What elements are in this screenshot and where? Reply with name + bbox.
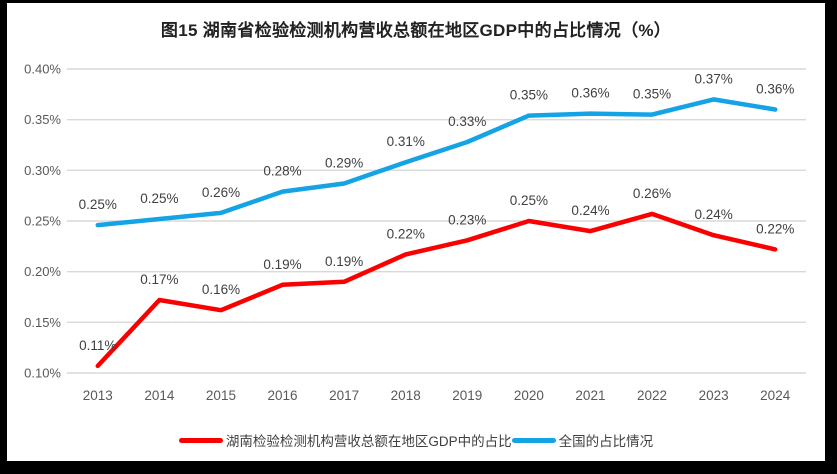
x-axis-tick-label: 2018	[391, 388, 421, 403]
x-axis-tick-label: 2019	[452, 388, 482, 403]
data-label: 0.25%	[510, 193, 548, 208]
x-axis-tick-label: 2014	[144, 388, 175, 403]
data-label: 0.23%	[448, 212, 486, 227]
x-axis-tick-label: 2017	[329, 388, 359, 403]
data-label: 0.11%	[79, 338, 116, 353]
data-label: 0.26%	[202, 185, 240, 200]
data-label: 0.35%	[510, 88, 548, 103]
data-label: 0.19%	[263, 257, 301, 272]
y-axis-tick-label: 0.35%	[24, 112, 61, 127]
chart-title: 图15 湖南省检验检测机构营收总额在地区GDP中的占比情况（%）	[160, 21, 672, 40]
data-label: 0.19%	[325, 254, 363, 269]
line-chart: 0.40% 0.35% 0.30% 0.25% 0.20% 0.15% 0.10% 2013 2…	[24, 62, 806, 403]
data-label: 0.31%	[387, 134, 425, 149]
x-axis-tick-label: 2021	[575, 388, 605, 403]
y-axis-tick-label: 0.40%	[24, 62, 61, 77]
series-line-national	[95, 97, 778, 228]
data-label: 0.26%	[633, 186, 671, 201]
data-label: 0.36%	[571, 86, 609, 101]
data-label: 0.24%	[571, 203, 609, 218]
data-label: 0.22%	[387, 226, 425, 241]
data-label: 0.17%	[140, 272, 178, 287]
x-axis-tick-label: 2020	[514, 388, 544, 403]
data-label: 0.24%	[694, 207, 732, 222]
data-label: 0.36%	[756, 82, 794, 97]
data-label: 0.35%	[633, 87, 671, 102]
y-axis-tick-label: 0.30%	[24, 163, 61, 178]
data-label: 0.29%	[325, 156, 363, 171]
chart-legend: 湖南检验检测机构营收总额在地区GDP中的占比 全国的占比情况	[7, 430, 825, 450]
chart-panel: 图15 湖南省检验检测机构营收总额在地区GDP中的占比情况（%） 0.40% 0.…	[7, 3, 825, 461]
x-axis-tick-label: 2023	[699, 388, 729, 403]
legend-label-hunan: 湖南检验检测机构营收总额在地区GDP中的占比	[225, 434, 512, 449]
legend-label-national: 全国的占比情况	[558, 434, 654, 449]
data-label: 0.16%	[202, 282, 240, 297]
data-label: 0.37%	[694, 71, 732, 86]
legend-red-line-icon	[178, 437, 223, 443]
data-label: 0.25%	[79, 197, 117, 212]
y-axis-tick-label: 0.20%	[24, 264, 61, 279]
x-axis-tick-label: 2022	[637, 388, 667, 403]
series-line-hunan	[95, 211, 778, 369]
y-axis-tick-label: 0.15%	[24, 315, 61, 330]
x-axis-tick-label: 2013	[83, 388, 113, 403]
x-axis-tick-label: 2016	[268, 388, 298, 403]
legend-blue-line-icon	[511, 437, 556, 443]
x-axis-tick-label: 2015	[206, 388, 236, 403]
y-axis-tick-label: 0.25%	[24, 214, 61, 229]
data-label: 0.22%	[756, 221, 794, 236]
data-label: 0.25%	[140, 191, 178, 206]
data-label: 0.28%	[263, 164, 301, 179]
legend-item-hunan: 湖南检验检测机构营收总额在地区GDP中的占比	[178, 430, 512, 450]
x-axis-tick-label: 2024	[760, 388, 791, 403]
y-axis-tick-label: 0.10%	[24, 366, 61, 381]
legend-item-national: 全国的占比情况	[511, 430, 654, 450]
data-label: 0.33%	[448, 114, 486, 129]
